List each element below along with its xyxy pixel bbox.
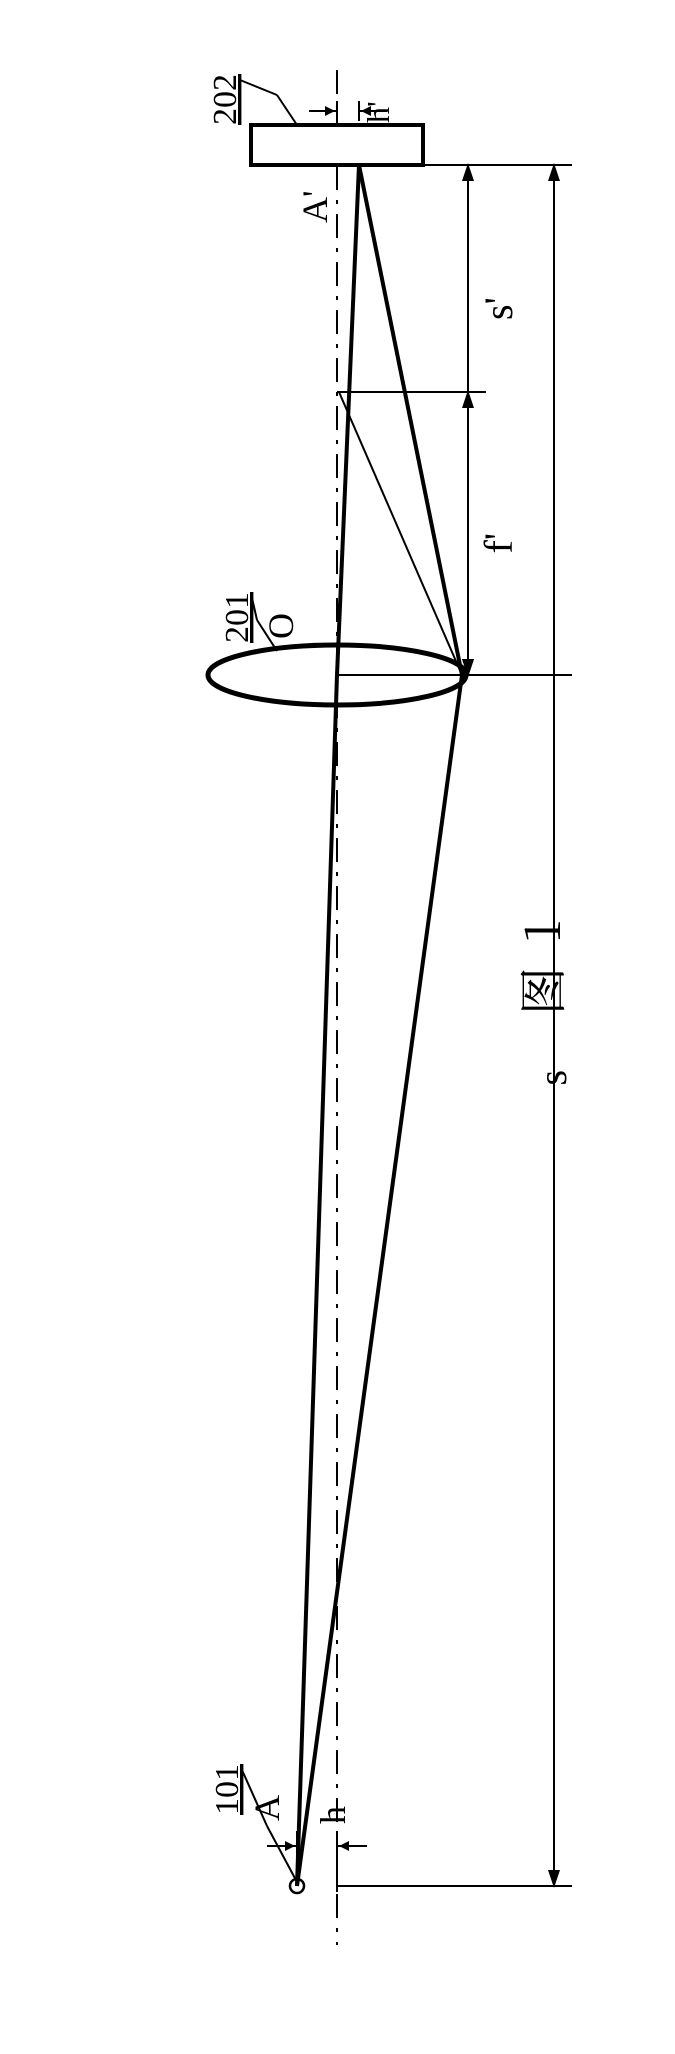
label-h: h bbox=[313, 1806, 353, 1824]
label-h-prime: h' bbox=[360, 101, 396, 123]
label-s: s bbox=[530, 1070, 575, 1086]
label-s-prime: s' bbox=[476, 297, 521, 320]
ray-marginal-1 bbox=[297, 675, 462, 1886]
ray-chief-1 bbox=[297, 675, 337, 1886]
ray-chief-2 bbox=[337, 165, 359, 675]
optical-diagram: AhOA'h'ss'f'101201202图 1 bbox=[0, 0, 675, 2054]
label-a-prime: A' bbox=[295, 191, 335, 223]
label-f-prime: f' bbox=[476, 533, 521, 554]
ref-201: 201 bbox=[219, 592, 256, 643]
ref-202: 202 bbox=[207, 74, 244, 125]
ray-focal bbox=[339, 392, 462, 675]
image-plane bbox=[251, 125, 423, 165]
ref-101: 101 bbox=[209, 1764, 246, 1815]
label-a: A bbox=[247, 1795, 287, 1821]
figure-caption: 图 1 bbox=[505, 914, 574, 1015]
ray-marginal-2 bbox=[359, 165, 462, 675]
